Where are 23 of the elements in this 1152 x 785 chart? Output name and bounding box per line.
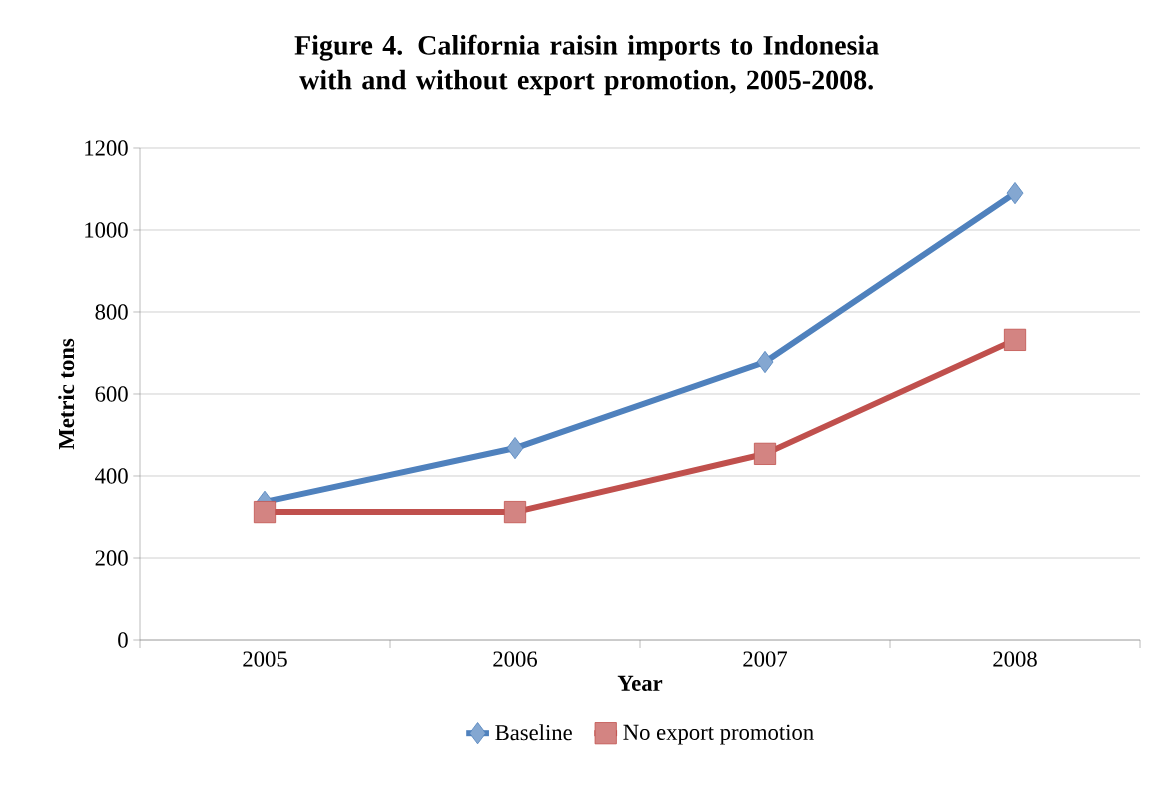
legend-label: No export promotion <box>623 724 814 745</box>
y-tick-label: 1200 <box>85 140 128 156</box>
point <box>506 437 524 460</box>
point <box>1006 182 1024 205</box>
point <box>1003 328 1027 351</box>
point <box>756 350 774 374</box>
y-tick-label: 600 <box>95 386 128 402</box>
y-tick-label: 400 <box>95 468 128 484</box>
chart-title: Figure 4. California raisin imports to Indonesia with and without export promotion, 2005-2008. <box>294 34 879 96</box>
point <box>253 501 277 524</box>
y-tick-label: 0 <box>118 632 128 648</box>
legend-label: Baseline <box>495 724 572 741</box>
y-tick-label: 800 <box>95 304 128 320</box>
x-tick-label: 2006 <box>493 651 538 667</box>
y-tick-label: 200 <box>95 550 128 566</box>
y-axis-title: Metric tons <box>58 338 75 450</box>
point <box>753 442 777 465</box>
point <box>503 501 527 524</box>
x-tick-label: 2005 <box>243 651 287 667</box>
x-tick-label: 2007 <box>743 651 788 667</box>
x-tick-label: 2008 <box>993 651 1037 667</box>
y-tick-label: 1000 <box>85 222 128 238</box>
x-axis-title: Year <box>617 675 663 691</box>
